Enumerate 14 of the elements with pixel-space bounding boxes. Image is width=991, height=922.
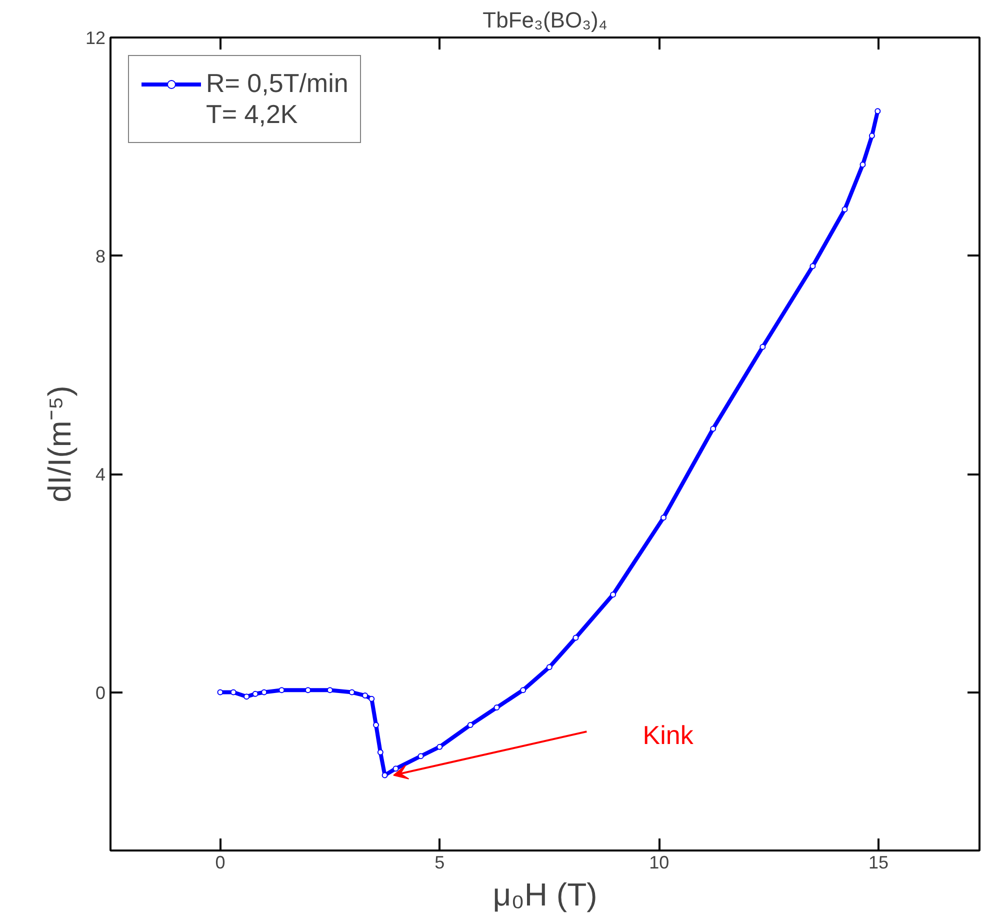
x-axis-title: μ₀H (T): [492, 876, 598, 912]
y-tick-label: 12: [85, 28, 106, 48]
y-tick-label: 0: [95, 682, 106, 703]
y-tick-label: 8: [95, 246, 106, 266]
x-tick-label: 0: [215, 852, 226, 872]
annotation: Kink: [642, 720, 694, 750]
legend-label: R= 0,5T/min: [206, 68, 348, 99]
y-tick-label: 4: [95, 464, 106, 485]
annotation: T= 4,2K: [206, 99, 298, 130]
y-axis-title: dI/I(m⁻⁵): [41, 386, 78, 502]
chart-title: TbFe₃(BO₃)₄: [482, 8, 608, 32]
x-tick-label: 10: [649, 852, 670, 872]
x-tick-label: 15: [868, 852, 889, 872]
x-tick-label: 5: [434, 852, 445, 872]
